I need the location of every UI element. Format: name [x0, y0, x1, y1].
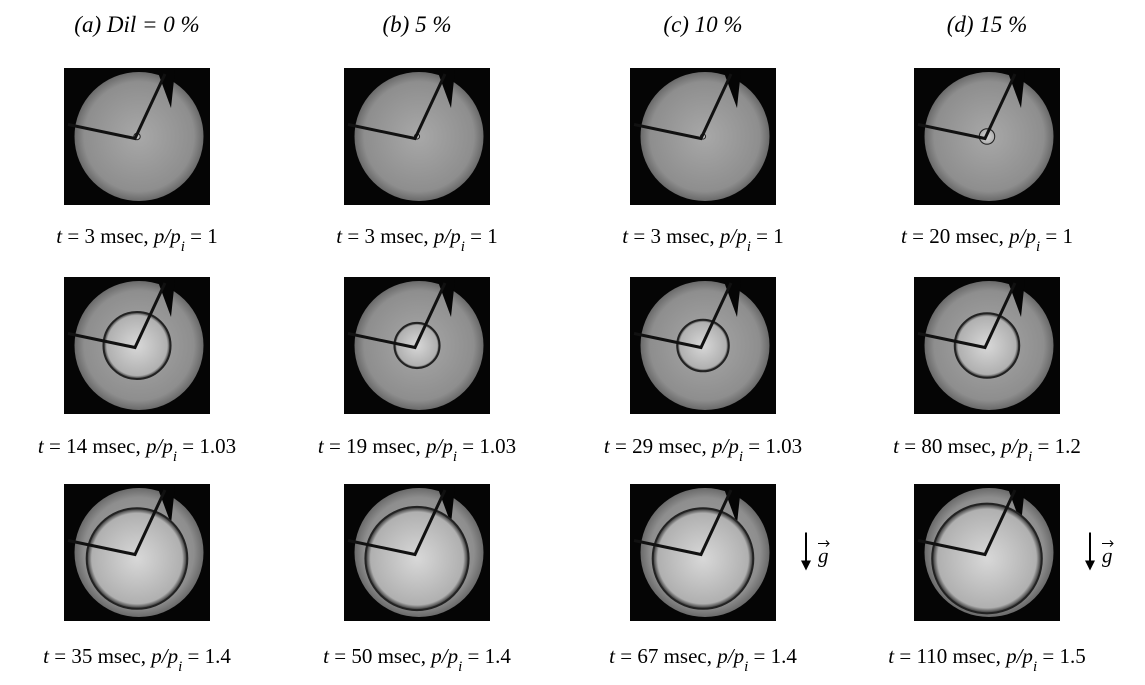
flame-front: [87, 508, 188, 609]
caption-part: = 1: [751, 224, 784, 248]
caption-part: p/p: [999, 434, 1028, 458]
photo: [344, 68, 490, 205]
caption-part: = 3 msec,: [62, 224, 154, 248]
photo: [64, 68, 210, 205]
caption-part: = 1.2: [1032, 434, 1081, 458]
caption-part: = 1.03: [457, 434, 516, 458]
column-header: (b) 5 %: [383, 12, 452, 37]
photo: [914, 484, 1060, 621]
caption-part: = 1.4: [182, 644, 231, 668]
gravity-label: g: [1102, 544, 1113, 568]
caption-part: = 19 msec,: [324, 434, 426, 458]
caption-part: p/p: [715, 644, 744, 668]
caption-part: = 1.5: [1037, 644, 1086, 668]
caption-part: p/p: [1004, 644, 1033, 668]
column-header: (c) 10 %: [663, 12, 742, 37]
caption-part: = 1: [465, 224, 498, 248]
caption-part: = 35 msec,: [49, 644, 151, 668]
caption-part: = 1.4: [748, 644, 797, 668]
caption-part: = 1: [185, 224, 218, 248]
caption-part: p/p: [429, 644, 458, 668]
caption-part: = 1.03: [743, 434, 802, 458]
caption-part: = 1.4: [462, 644, 511, 668]
flame-front: [932, 504, 1042, 614]
photo: [630, 277, 776, 414]
flame-front: [653, 508, 754, 609]
caption: t = 50 msec, p/pi = 1.4: [323, 644, 511, 675]
caption-part: = 50 msec,: [329, 644, 431, 668]
caption-part: = 1.03: [177, 434, 236, 458]
caption-part: = 14 msec,: [44, 434, 146, 458]
caption-part: p/p: [1007, 224, 1036, 248]
caption: t = 35 msec, p/pi = 1.4: [43, 644, 231, 675]
caption: t = 67 msec, p/pi = 1.4: [609, 644, 797, 675]
caption: t = 3 msec, p/pi = 1: [56, 224, 217, 255]
caption-part: p/p: [149, 644, 178, 668]
caption-part: p/p: [432, 224, 461, 248]
figure: (a) Dil = 0 % (b) 5 % (c) 10 % (d) 15 % t = …: [0, 0, 1145, 685]
caption-part: = 29 msec,: [610, 434, 712, 458]
caption-part: p/p: [144, 434, 173, 458]
photo: [630, 484, 776, 621]
caption-part: = 1: [1040, 224, 1073, 248]
page: {"columns": [ {"header": "(a) Dil = 0 %"…: [0, 0, 1145, 685]
caption-part: = 3 msec,: [628, 224, 720, 248]
gravity-arrowhead: [801, 561, 811, 571]
photo: [64, 277, 210, 414]
caption: t = 20 msec, p/pi = 1: [901, 224, 1073, 255]
caption: t = 19 msec, p/pi = 1.03: [318, 434, 516, 465]
caption-part: p/p: [710, 434, 739, 458]
caption-part: p/p: [152, 224, 181, 248]
photo: [64, 484, 210, 621]
flame-front: [365, 507, 468, 610]
photo: [914, 277, 1060, 414]
caption-part: = 67 msec,: [615, 644, 717, 668]
photo: [914, 68, 1060, 205]
caption-part: = 20 msec,: [907, 224, 1009, 248]
photo: [344, 484, 490, 621]
gravity-arrowhead: [1085, 561, 1095, 571]
photo: [344, 277, 490, 414]
column-header: (a) Dil = 0 %: [74, 12, 199, 37]
caption-part: = 110 msec,: [894, 644, 1006, 668]
photo: [630, 68, 776, 205]
column-header: (d) 15 %: [947, 12, 1027, 37]
caption-part: p/p: [718, 224, 747, 248]
caption-part: = 3 msec,: [342, 224, 434, 248]
gravity-label: g: [818, 544, 829, 568]
caption: t = 3 msec, p/pi = 1: [336, 224, 497, 255]
caption: t = 80 msec, p/pi = 1.2: [893, 434, 1081, 465]
caption-part: p/p: [424, 434, 453, 458]
caption-part: = 80 msec,: [899, 434, 1001, 458]
caption: t = 110 msec, p/pi = 1.5: [888, 644, 1085, 675]
caption: t = 14 msec, p/pi = 1.03: [38, 434, 236, 465]
caption: t = 29 msec, p/pi = 1.03: [604, 434, 802, 465]
caption: t = 3 msec, p/pi = 1: [622, 224, 783, 255]
